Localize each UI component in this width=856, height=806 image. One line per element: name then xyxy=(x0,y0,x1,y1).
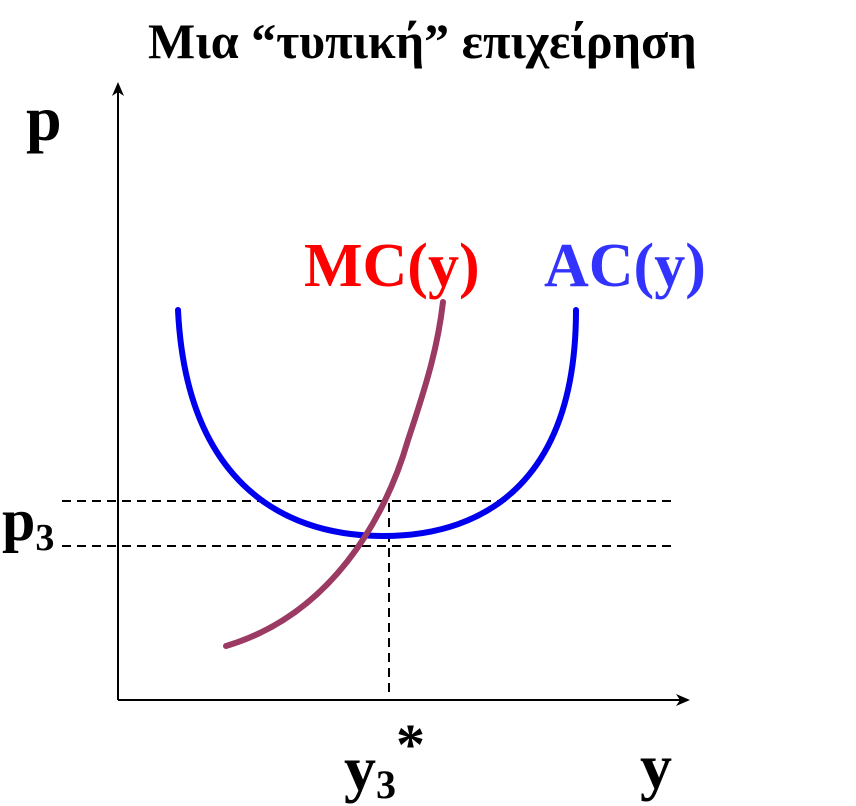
ac-curve-label: AC(y) xyxy=(544,232,706,300)
x-axis-label: y xyxy=(640,731,672,802)
y3-star-label: y3* xyxy=(344,712,425,806)
mc-curve-label: MC(y) xyxy=(304,232,480,300)
y3-label-star: * xyxy=(396,712,425,777)
axes xyxy=(117,88,688,701)
x-axis-arrowhead xyxy=(676,694,690,706)
y-axis-arrowhead xyxy=(112,82,124,96)
ac-curve xyxy=(175,307,579,540)
y-axis-label: p xyxy=(26,83,62,154)
p3-label-base: p xyxy=(2,487,35,553)
p3-label: p3 xyxy=(2,487,54,559)
diagram-title: Μια “τυπική” επιχείρηση xyxy=(148,13,697,69)
y3-label-subscript: 3 xyxy=(376,762,396,806)
p3-label-subscript: 3 xyxy=(35,517,54,559)
y3-label-base: y xyxy=(344,733,376,804)
mc-curve xyxy=(223,299,446,649)
